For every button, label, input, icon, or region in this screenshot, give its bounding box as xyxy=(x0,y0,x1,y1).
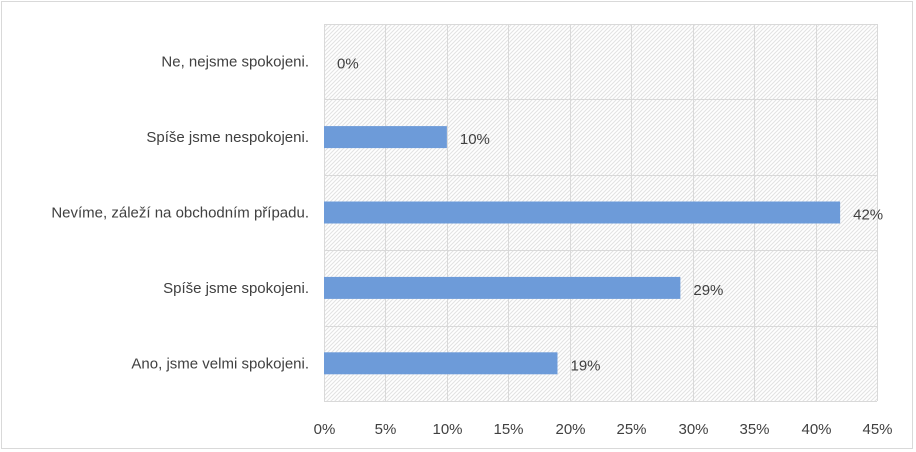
bar xyxy=(324,276,681,299)
bar xyxy=(324,201,841,224)
category-label: Spíše jsme spokojeni. xyxy=(163,280,309,297)
data-label: 10% xyxy=(460,131,490,148)
x-tick-label: 40% xyxy=(801,421,831,438)
bar xyxy=(324,126,447,149)
x-tick-label: 25% xyxy=(616,421,646,438)
x-tick-label: 5% xyxy=(375,421,397,438)
bar xyxy=(324,352,558,375)
x-tick-label: 35% xyxy=(739,421,769,438)
data-label: 42% xyxy=(853,207,883,224)
x-tick-label: 10% xyxy=(432,421,462,438)
bars xyxy=(324,126,841,375)
data-labels: 0% 10% 42% 29% 19% xyxy=(337,56,883,375)
data-label: 0% xyxy=(337,56,359,73)
x-tick-label: 0% xyxy=(314,421,336,438)
category-label: Ano, jsme velmi spokojeni. xyxy=(131,355,309,372)
data-label: 29% xyxy=(693,282,723,299)
x-tick-label: 15% xyxy=(493,421,523,438)
x-tick-label: 20% xyxy=(555,421,585,438)
data-label: 19% xyxy=(570,357,600,374)
category-label: Spíše jsme nespokojeni. xyxy=(146,129,309,146)
category-labels: Ne, nejsme spokojeni. Spíše jsme nespokoj… xyxy=(51,54,309,373)
x-tick-label: 30% xyxy=(678,421,708,438)
x-axis-ticks: 0% 5% 10% 15% 20% 25% 30% 35% 40% 45% xyxy=(314,421,893,438)
category-label: Ne, nejsme spokojeni. xyxy=(161,54,309,71)
x-tick-label: 45% xyxy=(862,421,892,438)
gridlines xyxy=(324,24,878,402)
category-label: Nevíme, záleží na obchodním případu. xyxy=(51,205,309,222)
